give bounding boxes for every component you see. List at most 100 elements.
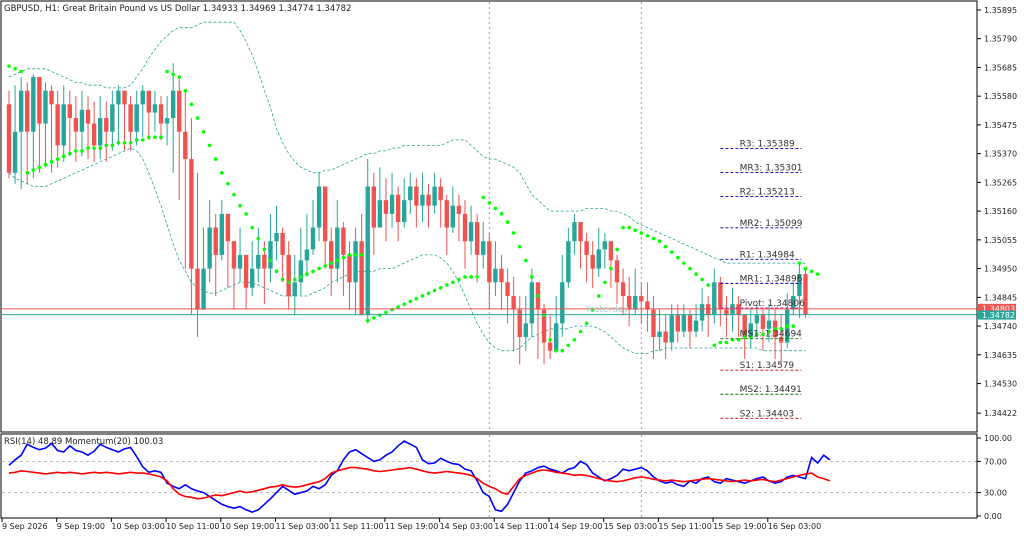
candle-body bbox=[256, 254, 261, 269]
candle bbox=[225, 213, 231, 288]
candle bbox=[578, 222, 583, 269]
candle bbox=[274, 205, 279, 261]
candle bbox=[37, 76, 42, 173]
price-tick-label: 1.34635 bbox=[984, 351, 1017, 360]
candle bbox=[693, 304, 699, 338]
psar-dot bbox=[742, 335, 747, 339]
psar-dot bbox=[621, 225, 625, 230]
candle bbox=[116, 85, 121, 146]
candle-body bbox=[91, 123, 97, 146]
psar-dot bbox=[517, 244, 522, 249]
candle-body bbox=[207, 227, 212, 269]
pivot-label: S1: 1.34579 bbox=[740, 361, 795, 371]
psar-dot bbox=[511, 231, 516, 235]
candle bbox=[626, 276, 632, 327]
chart-title: GBPUSD, H1: Great Britain Pound vs US Do… bbox=[4, 4, 351, 14]
indicator-axis[interactable]: 100.00 70.00 30.00 0.00 bbox=[976, 434, 1012, 521]
candle bbox=[262, 241, 267, 305]
time-tick-label: 10 Sep 11:00 bbox=[166, 522, 219, 531]
candle bbox=[207, 200, 212, 283]
candle bbox=[67, 90, 72, 157]
candle bbox=[669, 304, 674, 351]
psar-dot bbox=[748, 335, 753, 339]
time-tick-label: 10 Sep 03:00 bbox=[111, 522, 164, 531]
candle-body bbox=[146, 90, 152, 113]
price-tick-label: 1.35475 bbox=[984, 121, 1017, 130]
candle bbox=[474, 213, 480, 283]
time-tick-label: 9 Sep 2026 bbox=[2, 522, 48, 531]
candle bbox=[6, 90, 12, 179]
candle bbox=[280, 227, 285, 283]
psar-dot bbox=[809, 269, 814, 274]
psar-dot bbox=[481, 195, 486, 200]
psar-dot bbox=[13, 66, 17, 71]
candle bbox=[353, 227, 358, 316]
candle-body bbox=[754, 315, 760, 324]
candle bbox=[18, 76, 24, 190]
psar-dot bbox=[183, 88, 188, 93]
time-tick-label: 11 Sep 03:00 bbox=[276, 522, 329, 531]
time-axis[interactable]: 9 Sep 2026 9 Sep 19:00 10 Sep 03:00 10 Sep … bbox=[1, 517, 977, 531]
candle bbox=[547, 315, 553, 359]
price-axis[interactable]: 1.35895 1.35790 1.35685 1.35580 1.35475 1.353… bbox=[976, 1, 1017, 432]
candle-body bbox=[712, 282, 717, 316]
psar-dot bbox=[408, 299, 413, 304]
candle-body bbox=[195, 268, 200, 310]
candle-body bbox=[523, 323, 528, 338]
candle-body bbox=[231, 241, 237, 269]
time-tick-label: 15 Sep 19:00 bbox=[713, 522, 766, 531]
time-tick-label: 10 Sep 19:00 bbox=[221, 522, 274, 531]
psar-dot bbox=[86, 146, 90, 150]
psar-dot bbox=[499, 212, 504, 216]
psar-dot bbox=[463, 275, 467, 279]
psar-dot bbox=[335, 258, 340, 263]
candle-body bbox=[152, 104, 158, 113]
candle-body bbox=[183, 131, 188, 160]
price-panel[interactable]: R3: 1.35389 MR3: 1.35301 R2: 1.35213 MR2: 1… bbox=[0, 0, 978, 433]
psar-dot bbox=[55, 157, 60, 161]
psar-dot bbox=[469, 275, 473, 279]
candle bbox=[760, 309, 766, 351]
psar-dot bbox=[353, 253, 358, 257]
candle-body bbox=[633, 295, 638, 310]
price-tag-cyan-bg bbox=[978, 310, 1016, 320]
candle-body bbox=[426, 194, 431, 206]
psar-dot bbox=[7, 64, 11, 68]
price-tick-label: 1.34422 bbox=[984, 409, 1017, 418]
psar-dot bbox=[292, 277, 297, 282]
candle bbox=[231, 241, 237, 310]
candle bbox=[633, 268, 638, 316]
psar-dot bbox=[195, 116, 200, 120]
pivot-label: Pivot: 1.34806 bbox=[740, 299, 805, 309]
psar-dot bbox=[122, 140, 127, 145]
candle-body bbox=[61, 104, 66, 146]
psar-dot bbox=[584, 321, 589, 326]
psar-dot bbox=[724, 340, 729, 345]
psar-dot bbox=[153, 135, 157, 140]
psar-dot bbox=[134, 138, 139, 142]
current-price-tags: 1.34803 1.34782 bbox=[978, 303, 1016, 320]
candle bbox=[444, 194, 449, 255]
psar-dot bbox=[803, 266, 808, 271]
time-tick-label: 14 Sep 19:00 bbox=[549, 522, 602, 531]
psar-dot bbox=[414, 296, 419, 301]
candle-body bbox=[554, 323, 559, 351]
psar-dot bbox=[657, 239, 662, 244]
candle-body bbox=[590, 254, 595, 269]
candle bbox=[663, 315, 668, 359]
psar-dot bbox=[280, 277, 285, 282]
psar-dot bbox=[68, 151, 72, 156]
candle-body bbox=[736, 304, 741, 316]
price-tick-label: 1.34845 bbox=[984, 293, 1017, 302]
psar-dot bbox=[244, 212, 248, 216]
psar-dot bbox=[49, 160, 54, 164]
candle-body bbox=[335, 227, 340, 269]
candle bbox=[389, 172, 395, 228]
candle bbox=[177, 76, 182, 201]
candle bbox=[420, 172, 425, 223]
candle bbox=[754, 304, 760, 338]
psar-dot bbox=[554, 348, 558, 353]
psar-dot bbox=[603, 280, 607, 285]
candle bbox=[298, 227, 304, 296]
